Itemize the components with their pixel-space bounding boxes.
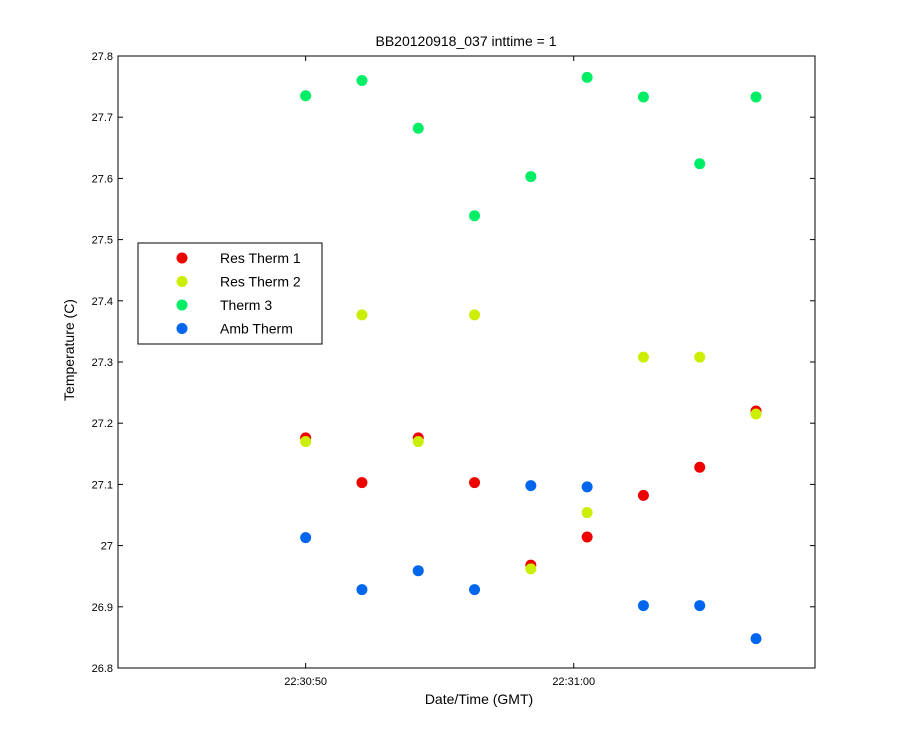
y-tick-label: 27.1	[92, 479, 113, 491]
data-point	[750, 633, 762, 645]
data-point	[637, 351, 649, 363]
series-2	[300, 309, 762, 575]
y-tick-label: 27.6	[92, 173, 113, 185]
data-point	[412, 565, 424, 577]
data-point	[300, 90, 312, 102]
data-point	[356, 74, 368, 86]
y-tick-label: 26.8	[92, 663, 113, 675]
y-tick-label: 27.3	[92, 357, 113, 369]
data-point	[637, 600, 649, 612]
data-point	[300, 532, 312, 544]
data-point	[469, 477, 481, 489]
y-tick-label: 27.2	[92, 418, 113, 430]
series-3	[300, 71, 762, 222]
data-point	[525, 171, 537, 183]
data-point	[694, 600, 706, 612]
data-point	[412, 436, 424, 448]
legend-label: Therm 3	[220, 297, 272, 313]
y-tick-label: 27.5	[92, 235, 113, 247]
plot-area	[117, 55, 816, 669]
chart-title: BB20120918_037 inttime = 1	[376, 33, 557, 49]
data-point	[581, 71, 593, 83]
data-point	[525, 563, 537, 575]
data-point	[637, 489, 649, 501]
data-point	[750, 91, 762, 103]
x-axis-title: Date/Time (GMT)	[425, 691, 533, 707]
legend-marker	[176, 323, 188, 334]
data-point	[525, 480, 537, 492]
data-point	[694, 351, 706, 363]
data-point	[694, 158, 706, 170]
legend-label: Amb Therm	[220, 321, 293, 337]
data-point	[469, 584, 481, 596]
y-tick-label: 27.4	[92, 296, 113, 308]
y-tick-label: 27.7	[92, 112, 113, 124]
data-point	[469, 210, 481, 222]
data-point	[637, 91, 649, 103]
data-point	[300, 436, 312, 448]
x-tick-label: 22:31:00	[552, 676, 595, 688]
data-point	[356, 309, 368, 321]
data-point	[694, 461, 706, 473]
x-tick-label: 22:30:50	[284, 676, 327, 688]
data-point	[356, 477, 368, 489]
series-4	[300, 480, 762, 645]
data-point	[581, 531, 593, 543]
legend-label: Res Therm 2	[220, 274, 301, 290]
legend-marker	[176, 252, 188, 264]
data-point	[469, 309, 481, 321]
data-point	[412, 122, 424, 134]
data-point	[581, 507, 593, 519]
legend: Res Therm 1 Res Therm 2 Therm 3 Amb Therm	[137, 242, 323, 345]
legend-marker	[176, 276, 188, 287]
y-tick-label: 27.8	[92, 51, 113, 63]
y-tick-label: 27	[101, 541, 113, 553]
data-point	[581, 481, 593, 493]
data-point	[750, 408, 762, 420]
y-tick-label: 26.9	[92, 602, 113, 614]
legend-label: Res Therm 1	[220, 250, 301, 266]
legend-marker	[176, 299, 188, 311]
y-axis-title: Temperature (C)	[61, 299, 77, 401]
data-point	[356, 584, 368, 596]
